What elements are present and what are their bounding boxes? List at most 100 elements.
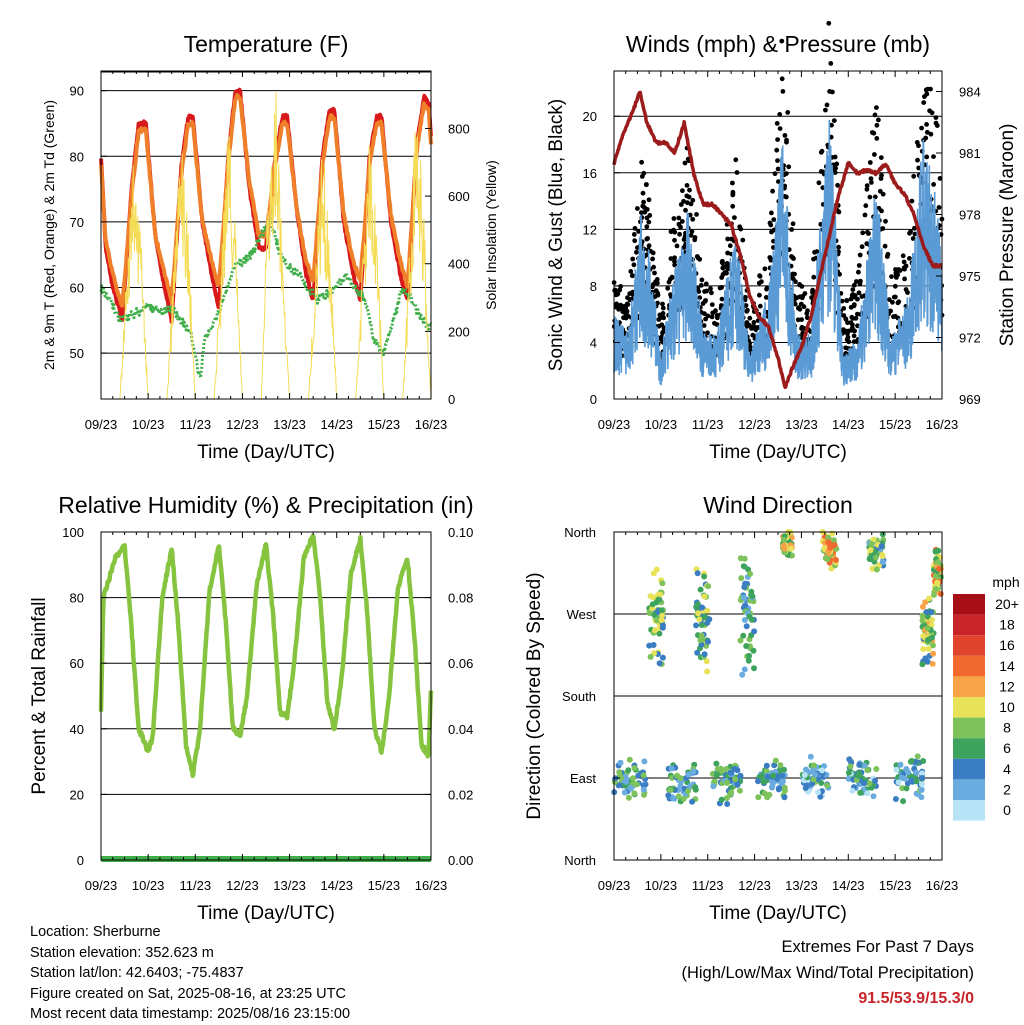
direction-point — [771, 762, 778, 769]
direction-point — [658, 607, 665, 614]
gust-point — [936, 205, 942, 210]
direction-point — [671, 795, 678, 802]
gust-point — [934, 123, 940, 128]
gust-point — [615, 291, 621, 296]
panel-title: Relative Humidity (%) & Precipitation (i… — [58, 492, 473, 518]
direction-point — [932, 585, 939, 592]
direction-point — [908, 757, 915, 764]
gust-point — [903, 287, 909, 292]
direction-point — [769, 783, 776, 790]
colorbar-unit: mph — [992, 574, 1019, 590]
gust-point — [665, 285, 671, 291]
direction-point — [697, 586, 704, 593]
direction-point — [913, 769, 919, 776]
direction-point — [659, 622, 666, 629]
direction-point — [741, 617, 748, 623]
direction-point — [900, 798, 907, 805]
gust-point — [757, 273, 762, 279]
gust-point — [912, 231, 918, 237]
direction-point — [929, 616, 935, 623]
gust-point — [720, 265, 726, 271]
y-right-tick-label: 0.10 — [448, 525, 473, 540]
recent-timestamp: Most recent data timestamp: 2025/08/16 2… — [30, 1006, 351, 1022]
gust-point — [864, 183, 870, 189]
colorbar-label: 0 — [1003, 802, 1011, 818]
x-tick-label: 09/23 — [598, 417, 631, 432]
direction-point — [755, 794, 762, 801]
direction-point — [928, 622, 935, 628]
gust-point — [644, 224, 650, 230]
x-tick-label: 15/23 — [879, 417, 912, 432]
gust-point — [790, 221, 796, 227]
y-tick-label: 20 — [70, 787, 84, 802]
x-tick-label: 09/23 — [85, 878, 118, 893]
temp9m-series — [99, 93, 433, 308]
panel-3 — [98, 531, 434, 862]
gust-point — [730, 180, 735, 186]
direction-point — [919, 661, 926, 668]
gust-point — [630, 273, 635, 279]
gust-point — [867, 160, 873, 165]
gust-point — [809, 295, 814, 300]
gust-point — [780, 89, 786, 94]
gust-point — [650, 256, 655, 262]
direction-point — [934, 579, 941, 586]
panel-4 — [611, 529, 944, 861]
gust-point — [895, 300, 901, 306]
direction-point — [684, 788, 691, 795]
gust-point — [832, 166, 837, 172]
y-right-tick-label: 0.04 — [448, 722, 473, 737]
direction-point — [751, 628, 758, 635]
gust-point — [705, 330, 710, 336]
direction-point — [827, 544, 834, 551]
gust-point — [848, 296, 854, 302]
colorbar-swatch — [953, 697, 985, 718]
gust-point — [857, 252, 863, 258]
x-tick-label: 10/23 — [132, 878, 165, 893]
gust-point — [767, 255, 773, 260]
gust-point — [890, 299, 895, 305]
dewpoint-series — [99, 216, 433, 380]
direction-point — [928, 609, 935, 616]
direction-point — [870, 793, 877, 800]
direction-point — [864, 767, 871, 774]
gust-point — [829, 122, 834, 128]
gust-point — [919, 125, 924, 131]
direction-point — [651, 611, 658, 618]
gust-point — [912, 225, 917, 231]
direction-point — [736, 787, 743, 794]
gust-point — [744, 308, 750, 314]
direction-point — [866, 555, 873, 562]
y-tick-label: 20 — [583, 109, 597, 124]
direction-point — [918, 775, 925, 781]
y-tick-label: 80 — [70, 591, 84, 606]
gust-point — [690, 197, 696, 203]
direction-point — [701, 651, 708, 658]
extremes-title: Extremes For Past 7 Days — [781, 938, 974, 956]
x-tick-label: 10/23 — [645, 878, 678, 893]
gust-point — [868, 176, 874, 182]
gust-point — [911, 173, 917, 179]
direction-point — [737, 637, 744, 644]
direction-point — [819, 767, 826, 774]
direction-point — [694, 570, 701, 577]
direction-point — [759, 772, 766, 779]
direction-point — [919, 603, 926, 610]
direction-point — [630, 775, 636, 782]
gust-point — [634, 249, 639, 255]
gust-point — [855, 296, 860, 302]
gust-point — [841, 306, 847, 311]
x-tick-label: 16/23 — [926, 417, 959, 432]
gust-point — [733, 157, 739, 163]
direction-point — [878, 543, 885, 550]
gust-point — [909, 198, 915, 204]
gust-point — [924, 154, 930, 160]
direction-point — [780, 536, 787, 543]
gust-point — [774, 121, 780, 126]
x-tick-label: 11/23 — [179, 417, 211, 432]
gust-point — [882, 243, 888, 249]
gust-point — [768, 222, 774, 228]
gust-point — [931, 182, 936, 187]
gust-point — [672, 259, 677, 264]
direction-point — [724, 801, 731, 807]
